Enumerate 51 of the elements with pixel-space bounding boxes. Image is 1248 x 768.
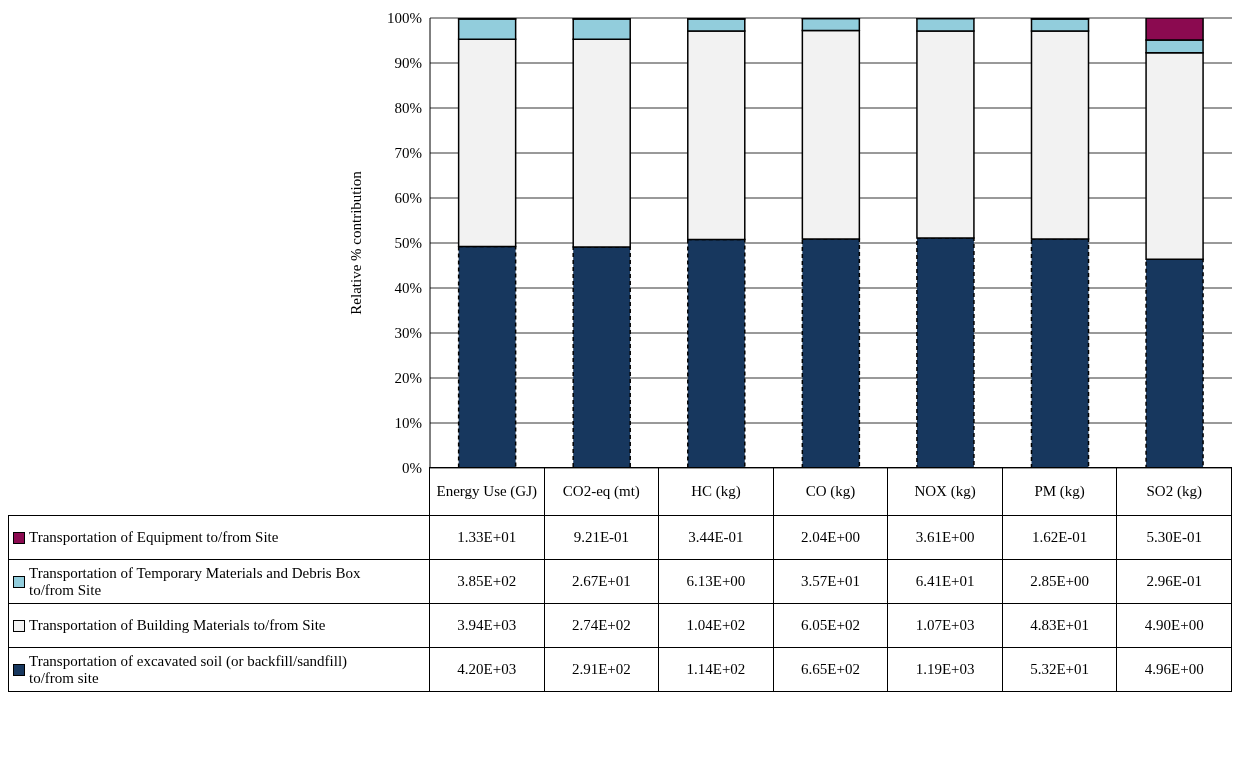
x-tick-label: Energy Use (GJ)	[429, 467, 545, 516]
y-tick-label: 50%	[394, 235, 422, 252]
x-tick-label: NOX (kg)	[887, 467, 1003, 516]
text: 1.14E+02	[686, 661, 746, 677]
text: 5.32E+01	[1030, 661, 1090, 677]
y-tick-label: 90%	[394, 55, 422, 72]
text: 2.74E+02	[571, 617, 631, 633]
y-tick-label: 40%	[394, 280, 422, 297]
text: 4.83E+01	[1030, 617, 1090, 633]
x-tick-label: SO2 (kg)	[1116, 467, 1232, 516]
x-tick-label: HC (kg)	[658, 467, 774, 516]
text: 9.21E-01	[573, 529, 630, 545]
text: 1.62E-01	[1031, 529, 1088, 545]
y-tick-label: 0%	[402, 460, 422, 477]
text: 2.85E+00	[1030, 573, 1090, 589]
text: 3.57E+01	[801, 573, 860, 589]
text: 6.05E+02	[801, 617, 860, 633]
x-tick-label: PM (kg)	[1001, 467, 1118, 516]
text: 4.90E+00	[1144, 617, 1204, 633]
y-tick-label: 60%	[394, 190, 422, 207]
x-tick-label: CO (kg)	[772, 467, 889, 516]
y-axis-title: Relative % contribution	[348, 170, 365, 315]
legend-label: Transportation of Equipment to/from Site	[29, 529, 279, 546]
text: 3.61E+00	[915, 529, 975, 545]
text: 6.65E+02	[801, 661, 860, 677]
text: 3.44E-01	[688, 529, 744, 545]
x-tick-label: CO2-eq (mt)	[543, 467, 660, 516]
y-tick-label: 30%	[394, 325, 422, 342]
text: 1.04E+02	[686, 617, 746, 633]
legend-label: Transportation of excavated soil (or backfill/sandfill) to/from site	[29, 652, 349, 687]
legend-label: Transportation of Building Materials to/from Site	[29, 617, 326, 634]
y-tick-label: 10%	[394, 415, 422, 432]
text: 1.33E+01	[457, 529, 517, 545]
text: 2.96E-01	[1146, 573, 1202, 589]
y-tick-label: 20%	[394, 370, 422, 387]
legend-label: Transportation of Temporary Materials and Debris Box to/from Site	[29, 564, 362, 599]
text: 6.13E+00	[686, 573, 746, 589]
text: 4.96E+00	[1144, 661, 1204, 677]
y-tick-label: 100%	[387, 10, 422, 27]
y-tick-label: 80%	[394, 100, 422, 117]
text: 2.91E+02	[571, 661, 631, 677]
y-tick-label: 70%	[394, 145, 422, 162]
text: 5.30E-01	[1146, 529, 1202, 545]
text: 1.07E+03	[915, 617, 975, 633]
text: 3.85E+02	[457, 573, 517, 589]
text: 1.19E+03	[915, 661, 975, 677]
text: 4.20E+03	[457, 661, 517, 677]
text: 3.94E+03	[457, 617, 517, 633]
text: 2.67E+01	[571, 573, 631, 589]
text: 2.04E+00	[801, 529, 860, 545]
text: 6.41E+01	[915, 573, 975, 589]
